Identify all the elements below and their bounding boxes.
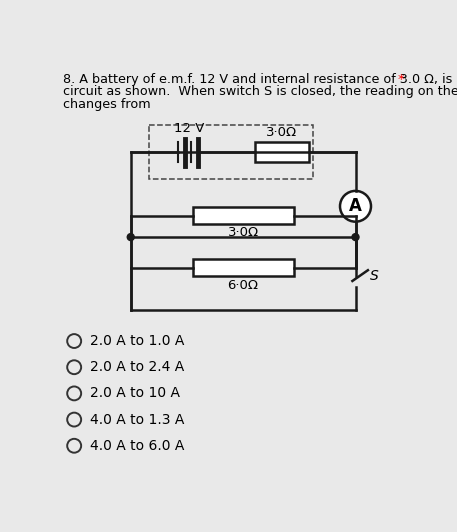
- Text: 4.0 A to 1.3 A: 4.0 A to 1.3 A: [90, 413, 184, 427]
- Circle shape: [340, 191, 371, 222]
- Text: changes from: changes from: [63, 98, 150, 111]
- Bar: [255, 143, 309, 162]
- Bar: [193, 207, 293, 224]
- Bar: [193, 260, 293, 276]
- Text: *: *: [398, 73, 404, 86]
- Text: 2.0 A to 1.0 A: 2.0 A to 1.0 A: [90, 334, 184, 348]
- Text: 8. A battery of e.m.f. 12 V and internal resistance of 3.0 Ω, is connected in a: 8. A battery of e.m.f. 12 V and internal…: [63, 73, 457, 86]
- Text: 6·0Ω: 6·0Ω: [228, 279, 259, 292]
- Text: 12 V: 12 V: [175, 122, 205, 136]
- Circle shape: [127, 234, 134, 240]
- Text: A: A: [349, 197, 362, 215]
- Text: circuit as shown.  When switch S is closed, the reading on the ammeter: circuit as shown. When switch S is close…: [63, 86, 457, 98]
- Text: 3·0Ω: 3·0Ω: [266, 126, 298, 139]
- Text: 2.0 A to 10 A: 2.0 A to 10 A: [90, 386, 180, 401]
- Text: 4.0 A to 6.0 A: 4.0 A to 6.0 A: [90, 439, 184, 453]
- Text: 2.0 A to 2.4 A: 2.0 A to 2.4 A: [90, 360, 184, 374]
- Text: S: S: [369, 269, 378, 284]
- Circle shape: [352, 234, 359, 240]
- Text: 3·0Ω: 3·0Ω: [228, 226, 259, 239]
